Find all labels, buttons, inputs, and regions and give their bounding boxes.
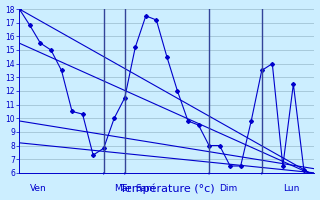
Text: Lun: Lun bbox=[283, 184, 299, 193]
Text: Sam: Sam bbox=[135, 184, 155, 193]
Text: Ven: Ven bbox=[30, 184, 47, 193]
Text: Mar: Mar bbox=[114, 184, 131, 193]
X-axis label: Température (°c): Température (°c) bbox=[120, 184, 214, 194]
Text: Dim: Dim bbox=[220, 184, 238, 193]
